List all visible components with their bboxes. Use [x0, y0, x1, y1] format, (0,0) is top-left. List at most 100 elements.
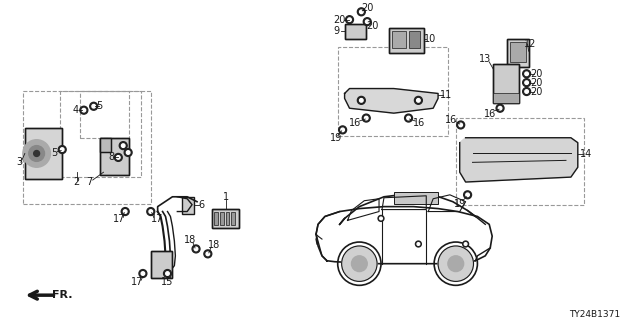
Circle shape [523, 79, 531, 87]
Circle shape [166, 272, 169, 275]
Circle shape [415, 241, 421, 247]
Bar [389, 28, 424, 53]
Circle shape [122, 144, 125, 148]
Circle shape [90, 102, 98, 110]
Bar [100, 138, 129, 175]
Circle shape [380, 217, 382, 220]
Bar [510, 42, 525, 62]
Circle shape [415, 96, 422, 104]
Circle shape [115, 154, 122, 161]
Bar [493, 93, 519, 103]
Circle shape [362, 114, 370, 122]
Text: 11: 11 [440, 91, 452, 100]
Text: 16: 16 [349, 118, 362, 128]
Text: 17: 17 [113, 214, 125, 224]
Text: 6: 6 [199, 200, 205, 210]
Circle shape [147, 208, 155, 215]
Circle shape [365, 20, 369, 23]
Text: 16: 16 [484, 109, 497, 119]
Text: 7: 7 [86, 177, 93, 187]
Bar [100, 138, 129, 175]
Circle shape [463, 191, 472, 199]
Text: 20: 20 [361, 3, 373, 13]
Text: 3: 3 [16, 157, 22, 167]
Circle shape [346, 16, 353, 24]
Text: 8: 8 [108, 152, 115, 163]
Text: 5: 5 [97, 101, 103, 111]
Bar [507, 39, 529, 67]
Text: TY24B1371: TY24B1371 [569, 310, 620, 319]
Bar [493, 64, 519, 103]
Bar [25, 128, 62, 179]
Circle shape [139, 269, 147, 277]
Circle shape [364, 18, 371, 26]
Text: 1: 1 [223, 192, 228, 202]
Circle shape [23, 140, 51, 167]
Circle shape [164, 269, 172, 277]
Circle shape [499, 107, 502, 110]
Bar [392, 30, 406, 48]
Text: 10: 10 [424, 34, 436, 44]
Text: 16: 16 [445, 115, 457, 125]
Text: 2: 2 [73, 177, 79, 187]
Circle shape [464, 243, 467, 245]
Bar [182, 197, 194, 214]
Circle shape [192, 245, 200, 253]
Circle shape [525, 81, 529, 84]
Text: 20: 20 [333, 15, 346, 25]
Text: 16: 16 [413, 118, 426, 128]
Circle shape [121, 208, 129, 215]
Circle shape [448, 256, 463, 272]
Circle shape [124, 148, 132, 156]
Bar [456, 118, 584, 205]
Circle shape [360, 10, 363, 13]
Bar [151, 251, 172, 278]
Circle shape [204, 250, 212, 258]
Bar [344, 24, 366, 39]
Text: 20: 20 [531, 86, 543, 97]
Bar [23, 91, 151, 204]
Bar [80, 91, 129, 138]
Circle shape [496, 104, 504, 112]
Text: 18: 18 [207, 240, 220, 250]
Text: 15: 15 [161, 277, 173, 287]
Circle shape [525, 72, 529, 76]
Text: 5: 5 [51, 148, 58, 157]
Text: 9: 9 [333, 27, 340, 36]
Circle shape [357, 8, 365, 16]
Circle shape [206, 252, 210, 256]
Circle shape [357, 96, 365, 104]
Text: 19: 19 [330, 133, 342, 143]
Bar [344, 24, 366, 39]
Circle shape [119, 142, 127, 149]
Bar [493, 64, 519, 103]
Bar [389, 28, 424, 53]
Text: FR.: FR. [52, 290, 73, 300]
Bar [507, 39, 529, 67]
Circle shape [60, 148, 64, 151]
Bar [338, 47, 448, 136]
Circle shape [417, 243, 420, 245]
Circle shape [463, 241, 468, 247]
Circle shape [82, 108, 86, 112]
Polygon shape [344, 89, 438, 113]
Bar [394, 192, 438, 204]
Bar [100, 138, 111, 152]
Text: 20: 20 [531, 69, 543, 79]
Circle shape [364, 116, 368, 120]
Circle shape [124, 210, 127, 213]
Bar [151, 251, 172, 278]
Circle shape [351, 256, 367, 272]
Bar [225, 212, 230, 225]
Circle shape [339, 126, 347, 134]
Bar [25, 128, 62, 179]
Text: 14: 14 [580, 149, 592, 159]
Bar [214, 212, 218, 225]
Circle shape [457, 121, 465, 129]
Polygon shape [460, 138, 578, 182]
Circle shape [407, 116, 410, 120]
Circle shape [459, 123, 463, 127]
Circle shape [195, 247, 198, 251]
Circle shape [378, 215, 384, 221]
Text: 20: 20 [531, 78, 543, 88]
